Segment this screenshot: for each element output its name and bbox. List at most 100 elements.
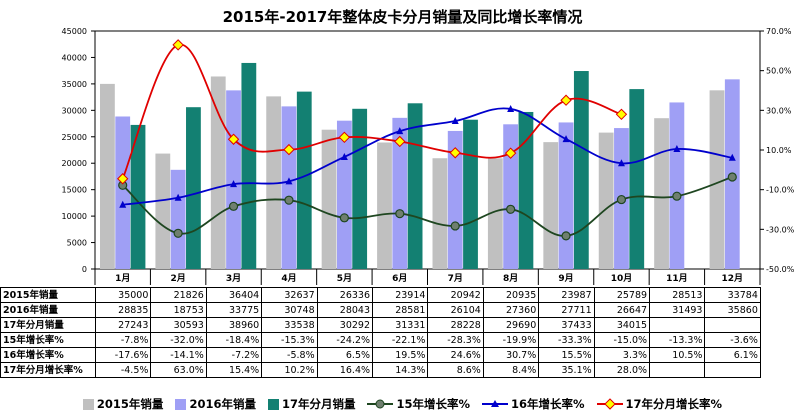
line-point	[285, 177, 293, 185]
table-row-label: 2016年销量	[0, 302, 96, 318]
line-point	[172, 39, 184, 51]
x-tick-label: 7月	[448, 273, 463, 284]
bar	[186, 107, 201, 269]
table-cell: 16.4%	[316, 362, 374, 378]
table-cell: 31331	[372, 317, 429, 333]
bar	[487, 158, 503, 269]
table-cell: 14.3%	[372, 362, 429, 378]
y-right-tick-label: -50.0%	[766, 265, 795, 274]
legend-label: 2016年销量	[189, 397, 256, 411]
table-cell: -3.6%	[704, 332, 761, 348]
bar	[155, 153, 171, 269]
table-row: 16年增长率% -17.6% -14.1% -7.2% -5.8% 6.5% 19.5% 24…	[0, 347, 761, 363]
y-left-tick-label: 25000	[62, 133, 87, 142]
table-cell: 20942	[427, 287, 484, 303]
bar	[432, 158, 448, 269]
line-point	[395, 209, 405, 219]
table-cell: 21826	[150, 287, 207, 303]
table-cell: 28043	[316, 302, 374, 318]
table-row: 2015年销量 35000 21826 36404 32637 26336 23914 209…	[0, 287, 761, 303]
table-cell: 20935	[482, 287, 540, 303]
table-cell: 28513	[649, 287, 706, 303]
table-cell: 15.5%	[538, 347, 595, 363]
y-left-tick-label: 10000	[62, 212, 87, 221]
legend-swatch	[175, 398, 187, 410]
y-left-tick-label: 15000	[62, 186, 87, 195]
x-tick-label: 10月	[611, 273, 633, 284]
table-row-label: 2015年销量	[0, 287, 96, 303]
x-tick-label: 9月	[558, 273, 573, 284]
line-point	[119, 200, 127, 208]
line-point	[616, 194, 627, 205]
bar	[210, 76, 226, 269]
table-cell: 35000	[94, 287, 152, 303]
legend-item: 2016年销量	[175, 396, 256, 412]
table-cell: 33538	[261, 317, 318, 333]
line-point	[283, 143, 295, 156]
table-row-label: 16年增长率%	[0, 347, 96, 363]
data-table: 2015年销量 35000 21826 36404 32637 26336 23914 209…	[0, 287, 761, 378]
table-cell: 23987	[538, 287, 595, 303]
line-point	[227, 133, 240, 145]
line-point	[228, 201, 239, 211]
table-cell: -24.2%	[316, 332, 374, 348]
y-left-tick-label: 0	[82, 265, 87, 274]
bar	[573, 71, 589, 269]
bar	[669, 102, 685, 270]
line-point	[562, 135, 570, 143]
legend-label: 15年增长率%	[396, 397, 470, 411]
table-cell: 34015	[593, 317, 651, 333]
x-tick-label: 5月	[337, 273, 352, 284]
table-cell: -7.8%	[94, 332, 152, 348]
table-cell: 28835	[94, 302, 152, 318]
bar	[558, 122, 574, 269]
table-cell	[704, 362, 761, 378]
x-tick-label: 2月	[170, 273, 185, 284]
table-cell: -22.1%	[372, 332, 429, 348]
line-point	[173, 228, 183, 238]
line-point	[728, 153, 736, 161]
table-row: 17年分月销量 27243 30593 38960 33538 30292 31331 282…	[0, 317, 761, 333]
line-point	[727, 172, 737, 182]
table-cell: 30748	[261, 302, 318, 318]
table-cell: -17.6%	[94, 347, 152, 363]
table-cell: 6.5%	[316, 347, 374, 363]
table-cell: 3.3%	[593, 347, 651, 363]
table-cell: 28581	[372, 302, 429, 318]
line-point	[560, 94, 572, 106]
legend-label: 17年分月销量	[281, 397, 356, 411]
legend-label: 16年增长率%	[511, 397, 585, 411]
table-cell: -4.5%	[94, 362, 152, 378]
table-cell	[649, 362, 706, 378]
table-cell: 6.1%	[704, 347, 761, 363]
table-cell: 25789	[593, 287, 651, 303]
line-point	[117, 173, 129, 185]
table-cell: -14.1%	[150, 347, 207, 363]
table-cell: -13.3%	[649, 332, 706, 348]
y-left-tick-label: 20000	[62, 159, 87, 168]
bar	[543, 142, 559, 269]
line-point	[507, 104, 515, 112]
line-point	[394, 135, 406, 148]
line-point	[617, 159, 625, 167]
line-point	[174, 193, 182, 201]
y-left-tick-label: 30000	[62, 106, 87, 115]
bar	[377, 142, 392, 269]
table-cell: 26336	[316, 287, 374, 303]
table-cell: 27243	[94, 317, 152, 333]
bar	[709, 90, 725, 269]
y-right-tick-label: -30.0%	[766, 225, 795, 234]
bar	[226, 90, 241, 270]
line-point	[450, 221, 460, 231]
table-cell: 30593	[150, 317, 207, 333]
legend-label: 2015年销量	[96, 397, 164, 411]
y-right-tick-label: -10.0%	[766, 186, 795, 195]
chart-title: 2015年-2017年整体皮卡分月销量及同比增长率情况	[222, 8, 583, 26]
legend-swatch	[596, 398, 623, 410]
chart-legend: 2015年销量 2016年销量 17年分月销量 15年增长率% 16年增长率% 17年分月…	[0, 394, 805, 414]
line-point	[338, 131, 351, 144]
table-cell: 31493	[649, 302, 706, 318]
table-cell: 15.4%	[205, 362, 263, 378]
y-right-tick-label: 50.0%	[766, 67, 792, 76]
